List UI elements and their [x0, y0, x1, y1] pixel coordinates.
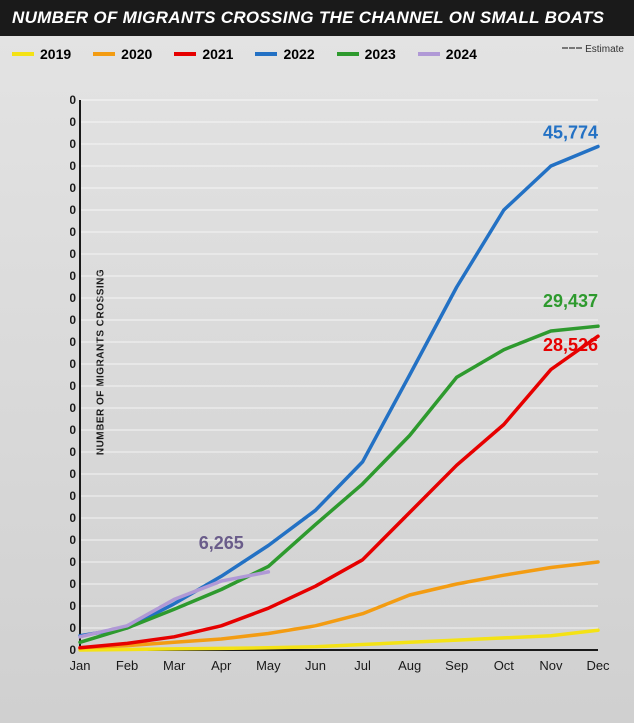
svg-text:44,000: 44,000: [70, 159, 76, 173]
svg-text:Dec: Dec: [586, 658, 610, 673]
callout-2023: 29,437: [543, 291, 598, 311]
callout-2021: 28,526: [543, 335, 598, 355]
legend-swatch: [93, 52, 115, 56]
legend-label: 2024: [446, 46, 477, 62]
svg-text:Aug: Aug: [398, 658, 421, 673]
legend-item-2021: 2021: [174, 46, 233, 62]
legend: 2019 2020 2021 2022 2023 2024: [0, 36, 634, 68]
svg-text:36,000: 36,000: [70, 247, 76, 261]
svg-text:2,000: 2,000: [70, 621, 76, 635]
legend-label: 2021: [202, 46, 233, 62]
svg-text:Apr: Apr: [211, 658, 232, 673]
svg-text:8,000: 8,000: [70, 555, 76, 569]
svg-text:Oct: Oct: [494, 658, 515, 673]
estimate-label: Estimate: [585, 44, 624, 55]
svg-text:30,000: 30,000: [70, 313, 76, 327]
svg-text:48,000: 48,000: [70, 115, 76, 129]
svg-text:16,000: 16,000: [70, 467, 76, 481]
svg-text:Jan: Jan: [70, 658, 90, 673]
legend-swatch: [418, 52, 440, 56]
callout-2022: 45,774: [543, 123, 598, 143]
svg-text:28,000: 28,000: [70, 335, 76, 349]
legend-label: 2019: [40, 46, 71, 62]
svg-text:May: May: [256, 658, 281, 673]
legend-item-2020: 2020: [93, 46, 152, 62]
svg-text:0: 0: [70, 643, 76, 657]
svg-text:Nov: Nov: [539, 658, 563, 673]
svg-text:50,000: 50,000: [70, 93, 76, 107]
estimate-swatch: [562, 47, 582, 52]
svg-text:46,000: 46,000: [70, 137, 76, 151]
callout-2024: 6,265: [199, 533, 244, 553]
legend-label: 2022: [283, 46, 314, 62]
svg-text:40,000: 40,000: [70, 203, 76, 217]
svg-text:Feb: Feb: [116, 658, 138, 673]
svg-text:6,000: 6,000: [70, 577, 76, 591]
chart-svg: 0 2,000 4,000 6,000 8,000 10,000 12,000 14,000 1…: [70, 90, 610, 680]
svg-text:Mar: Mar: [163, 658, 186, 673]
series-line-2021: [80, 336, 598, 648]
svg-text:34,000: 34,000: [70, 269, 76, 283]
svg-text:12,000: 12,000: [70, 511, 76, 525]
estimate-note: Estimate: [562, 44, 624, 55]
legend-item-2019: 2019: [12, 46, 71, 62]
svg-text:Sep: Sep: [445, 658, 468, 673]
legend-item-2024: 2024: [418, 46, 477, 62]
plot-area: 0 2,000 4,000 6,000 8,000 10,000 12,000 14,000 1…: [70, 90, 610, 680]
legend-swatch: [255, 52, 277, 56]
legend-label: 2020: [121, 46, 152, 62]
chart-title: NUMBER OF MIGRANTS CROSSING THE CHANNEL …: [0, 0, 634, 36]
svg-text:32,000: 32,000: [70, 291, 76, 305]
legend-swatch: [174, 52, 196, 56]
svg-text:10,000: 10,000: [70, 533, 76, 547]
svg-text:24,000: 24,000: [70, 379, 76, 393]
svg-text:38,000: 38,000: [70, 225, 76, 239]
legend-item-2022: 2022: [255, 46, 314, 62]
svg-text:26,000: 26,000: [70, 357, 76, 371]
svg-text:22,000: 22,000: [70, 401, 76, 415]
legend-swatch: [337, 52, 359, 56]
legend-label: 2023: [365, 46, 396, 62]
svg-text:4,000: 4,000: [70, 599, 76, 613]
chart-container: NUMBER OF MIGRANTS CROSSING THE CHANNEL …: [0, 0, 634, 723]
legend-swatch: [12, 52, 34, 56]
legend-item-2023: 2023: [337, 46, 396, 62]
svg-text:42,000: 42,000: [70, 181, 76, 195]
svg-text:Jun: Jun: [305, 658, 326, 673]
svg-text:Jul: Jul: [354, 658, 371, 673]
svg-text:18,000: 18,000: [70, 445, 76, 459]
svg-text:14,000: 14,000: [70, 489, 76, 503]
svg-text:20,000: 20,000: [70, 423, 76, 437]
